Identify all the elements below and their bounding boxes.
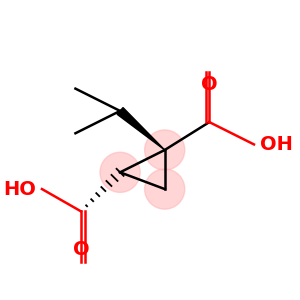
Text: O: O: [73, 240, 89, 259]
Circle shape: [145, 169, 185, 209]
Text: O: O: [201, 75, 218, 94]
Circle shape: [100, 152, 140, 192]
Text: OH: OH: [260, 135, 292, 154]
Polygon shape: [117, 108, 165, 150]
Circle shape: [145, 130, 185, 170]
Text: HO: HO: [4, 180, 36, 199]
